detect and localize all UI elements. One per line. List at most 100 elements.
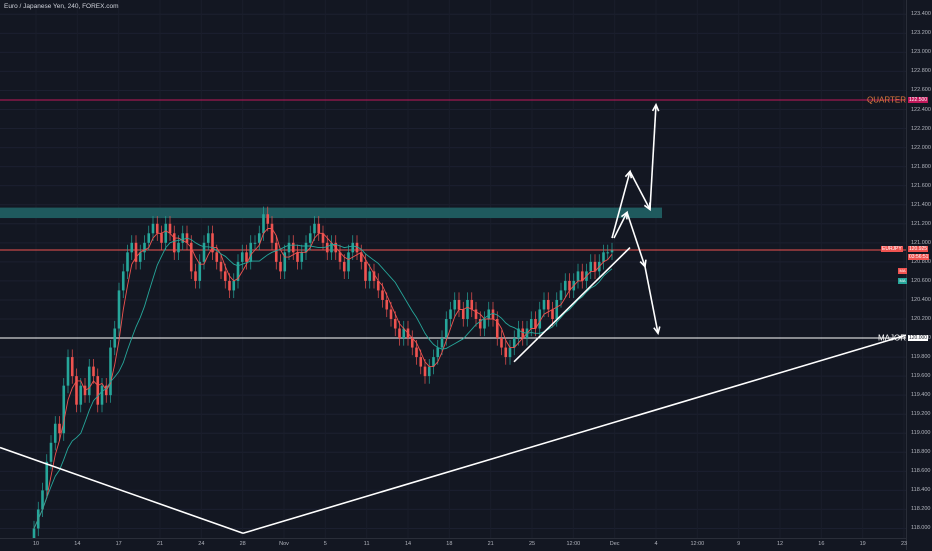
price-label: 120.000 bbox=[908, 335, 929, 342]
candle-body bbox=[143, 242, 146, 253]
candle-body bbox=[338, 252, 342, 262]
candle-body bbox=[359, 252, 363, 262]
candle-body bbox=[385, 299, 389, 310]
candle-body bbox=[402, 328, 406, 339]
candle-body bbox=[253, 242, 257, 244]
candle-body bbox=[62, 385, 66, 434]
price-label: 120.925 bbox=[908, 246, 929, 253]
time-tick-label: 19 bbox=[859, 541, 866, 547]
time-tick-label: 21 bbox=[487, 541, 494, 547]
candle-body bbox=[291, 242, 295, 253]
candle-body bbox=[398, 328, 401, 339]
time-tick-label: 12:00 bbox=[566, 541, 581, 547]
candle-body bbox=[198, 261, 202, 281]
candle-body bbox=[147, 233, 151, 243]
candle-body bbox=[308, 233, 312, 243]
trendline-up bbox=[242, 334, 907, 535]
candle-body bbox=[211, 233, 214, 253]
candle-body bbox=[177, 242, 180, 253]
candle-body bbox=[270, 223, 274, 243]
line-label: QUARTER bbox=[867, 95, 906, 105]
price-tick-label: 120.200 bbox=[911, 315, 931, 322]
price-tick-label: 120.800 bbox=[911, 258, 931, 265]
time-tick-label: 10 bbox=[32, 541, 40, 547]
candle-body bbox=[262, 214, 265, 234]
time-tick-label: 16 bbox=[818, 541, 825, 547]
price-tick-label: 119.400 bbox=[911, 392, 931, 399]
symbol-title[interactable]: Euro / Japanese Yen, 240, FOREX.com bbox=[4, 3, 119, 10]
ma-fast-line bbox=[33, 228, 613, 529]
candle-body bbox=[372, 271, 376, 281]
candle-body bbox=[317, 223, 321, 234]
price-tick-label: 123.400 bbox=[911, 11, 931, 18]
trendline-down bbox=[0, 446, 244, 534]
candle-body bbox=[517, 328, 520, 339]
candle-body bbox=[551, 309, 554, 319]
price-tick-label: 121.400 bbox=[911, 201, 931, 208]
candle-body bbox=[474, 309, 478, 319]
candle-body bbox=[427, 366, 431, 377]
arrow-line bbox=[626, 212, 646, 267]
resistance-zone[interactable] bbox=[0, 207, 662, 219]
candle-body bbox=[461, 309, 465, 319]
candle-body bbox=[100, 385, 104, 405]
drawings bbox=[0, 102, 907, 535]
candle-body bbox=[219, 261, 223, 272]
candle-body bbox=[534, 318, 537, 329]
candle-body bbox=[364, 261, 367, 281]
candle-body bbox=[66, 357, 70, 386]
candle-body bbox=[245, 252, 248, 262]
candle-body bbox=[70, 357, 74, 377]
time-tick-label: 24 bbox=[198, 541, 205, 547]
candle-body bbox=[151, 223, 155, 234]
candle-body bbox=[436, 347, 440, 358]
candle-body bbox=[342, 261, 346, 272]
time-tick-label: 28 bbox=[239, 541, 246, 547]
candle-body bbox=[325, 242, 329, 253]
candle-body bbox=[134, 242, 138, 262]
time-tick-label: 9 bbox=[737, 541, 741, 547]
arrow-line bbox=[613, 211, 628, 239]
candle-body bbox=[351, 242, 355, 253]
candle-body bbox=[419, 357, 423, 367]
line-label: MAJOR bbox=[878, 333, 906, 343]
arrow-head bbox=[651, 102, 660, 112]
arrow-line bbox=[611, 171, 631, 239]
candle-body bbox=[240, 252, 244, 262]
price-tick-label: 119.000 bbox=[911, 430, 931, 437]
price-tick-label: 122.800 bbox=[911, 68, 931, 75]
candle-body bbox=[457, 299, 461, 310]
candle-body bbox=[410, 338, 414, 348]
price-chart[interactable] bbox=[0, 0, 907, 546]
candles bbox=[32, 206, 614, 546]
candle-body bbox=[313, 223, 316, 234]
price-tick-label: 121.800 bbox=[911, 163, 931, 170]
time-axis[interactable]: 10 14 17 21 24 28 Nov 5 11 14 18 21 25 12:00 Dec 4 12:00… bbox=[0, 538, 907, 551]
arrow-head bbox=[653, 326, 661, 336]
candle-body bbox=[215, 252, 219, 262]
candle-body bbox=[279, 261, 282, 272]
candle-body bbox=[589, 261, 593, 272]
grid bbox=[0, 13, 906, 529]
price-tick-label: 122.200 bbox=[911, 125, 931, 132]
candle-body bbox=[300, 252, 304, 262]
candle-body bbox=[236, 261, 240, 281]
candle-body bbox=[274, 242, 278, 262]
horizontal-lines bbox=[0, 99, 906, 339]
candle-body bbox=[92, 366, 95, 377]
candle-body bbox=[160, 233, 163, 243]
price-axis[interactable]: 123.400 123.200 123.000 122.800 122.600 122.4… bbox=[881, 0, 932, 550]
candle-body bbox=[109, 347, 112, 396]
chart-area[interactable]: Euro / Japanese Yen, 240, FOREX.com QUAR… bbox=[0, 0, 907, 546]
candle-body bbox=[491, 309, 495, 319]
candle-body bbox=[376, 280, 380, 291]
candle-body bbox=[389, 309, 393, 319]
candle-body bbox=[126, 252, 129, 272]
price-tick-label: 119.600 bbox=[911, 373, 931, 380]
candle-body bbox=[529, 318, 533, 329]
candle-body bbox=[58, 423, 61, 434]
candle-body bbox=[593, 261, 597, 272]
price-label: EURJPY bbox=[881, 246, 903, 253]
arrow-line bbox=[629, 171, 651, 210]
candle-body bbox=[483, 318, 486, 329]
